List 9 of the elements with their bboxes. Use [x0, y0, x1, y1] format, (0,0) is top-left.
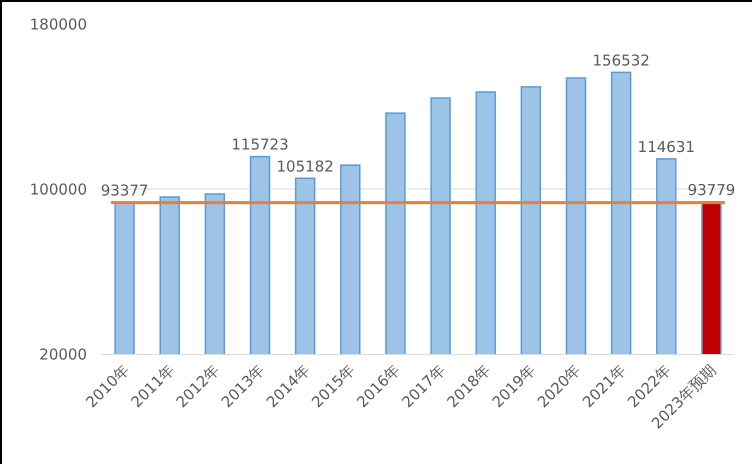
data-label: 93779	[688, 180, 736, 199]
data-label: 114631	[638, 138, 695, 156]
y-tick-label: 100000	[30, 180, 87, 198]
data-label: 156532	[592, 51, 650, 70]
data-label: 105182	[276, 157, 334, 176]
data-label: 115723	[231, 136, 289, 154]
y-tick-label: 180000	[30, 15, 87, 34]
data-label: 93377	[100, 182, 148, 200]
y-tick-label: 20000	[39, 345, 87, 364]
